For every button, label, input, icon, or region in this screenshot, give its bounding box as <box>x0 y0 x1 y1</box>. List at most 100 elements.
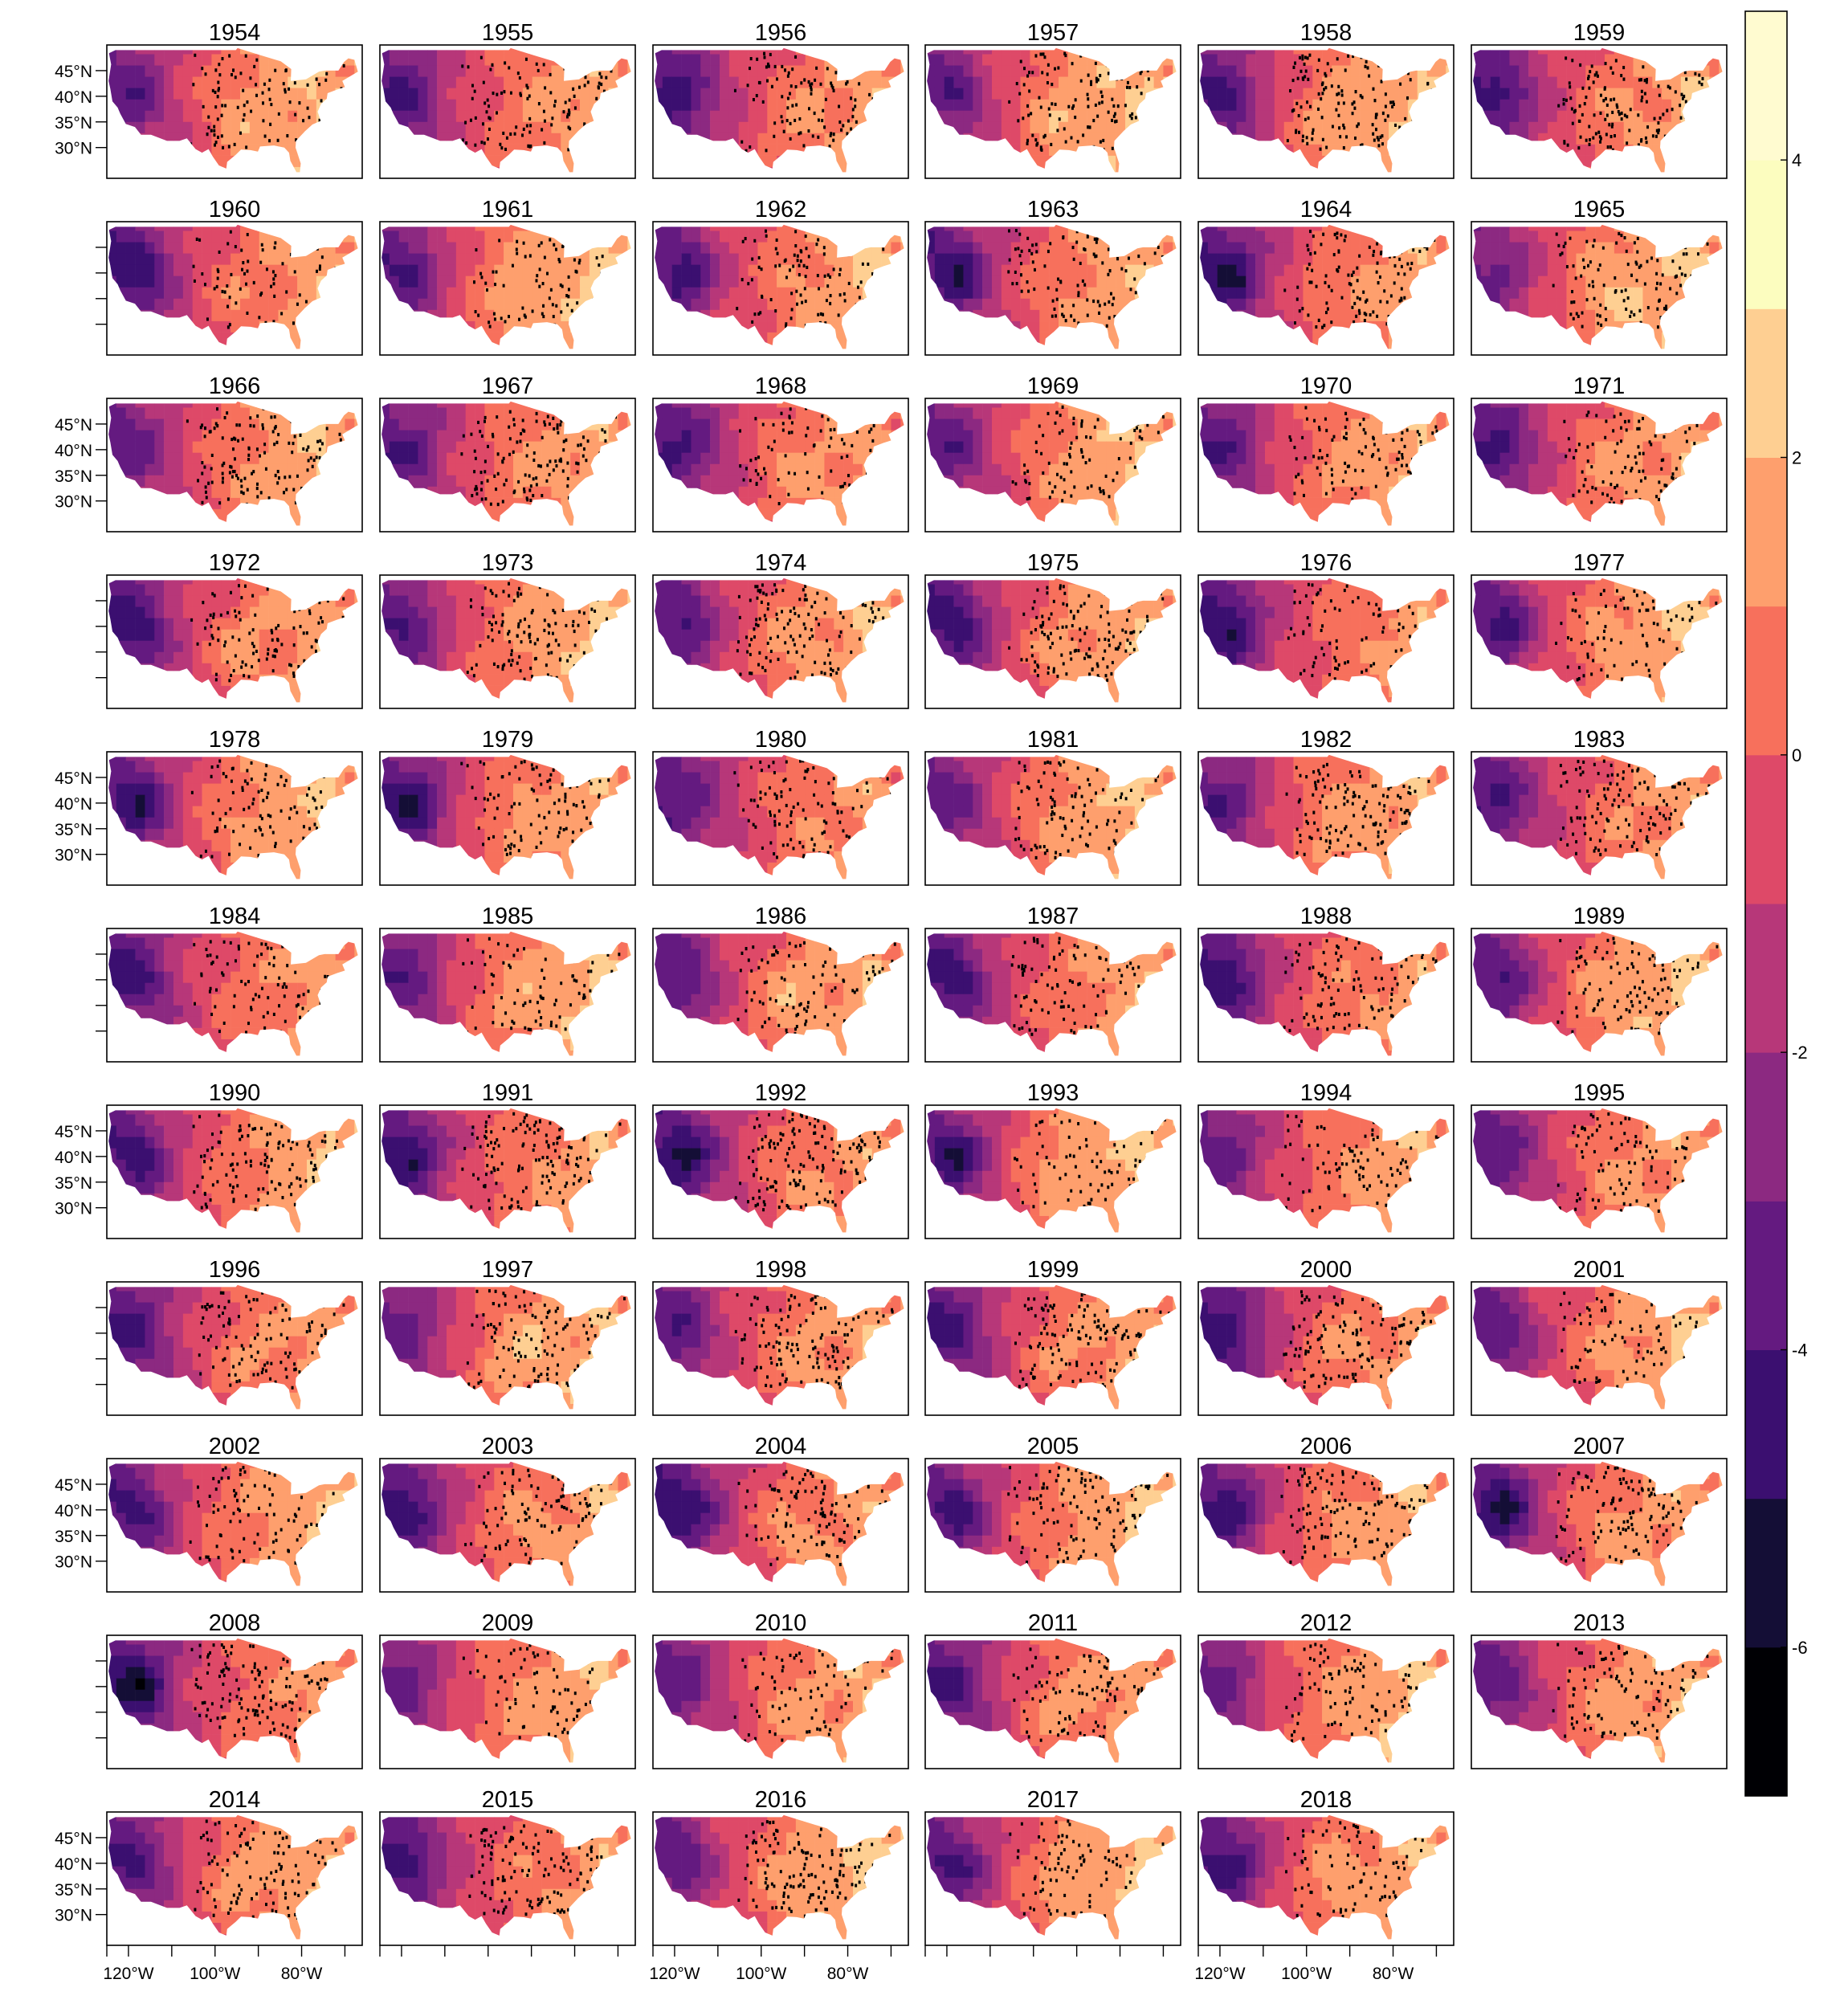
temperature-field <box>1473 224 1723 349</box>
x-tick-label: 100°W <box>190 1965 240 1983</box>
panel-title: 2000 <box>1300 1257 1352 1283</box>
colorbar-band <box>1745 904 1787 1053</box>
map-panel-1954: 1954 45°N 40°N 35°N 30°N <box>55 20 363 179</box>
temperature-field <box>655 1814 904 1940</box>
map-panel-2003: 2003 <box>379 1434 636 1593</box>
panel-title: 1975 <box>1027 550 1079 576</box>
station-points <box>192 230 353 329</box>
panel-frame <box>1471 1634 1728 1769</box>
map-panel-1959: 1959 <box>1471 20 1728 179</box>
panel-frame <box>106 1281 363 1416</box>
map-panel-1994: 1994 <box>1197 1080 1454 1239</box>
y-tick-label: 30°N <box>55 140 92 158</box>
temperature-field <box>108 1638 358 1763</box>
map-panel-1974: 1974 <box>652 550 909 709</box>
panel-title: 1962 <box>755 197 807 222</box>
panel-title: 2002 <box>209 1434 261 1459</box>
panel-frame <box>924 44 1181 179</box>
map-panel-1962: 1962 <box>652 197 909 356</box>
panel-title: 1973 <box>482 550 534 576</box>
map-panel-1967: 1967 <box>379 373 636 533</box>
panel-title: 1971 <box>1573 373 1626 399</box>
map-panel-1966: 1966 45°N 40°N 35°N 30°N <box>55 373 363 533</box>
panel-frame <box>106 1104 363 1239</box>
temperature-field <box>927 224 1177 349</box>
x-tick-label: 120°W <box>1194 1965 1245 1983</box>
panel-title: 2015 <box>482 1787 534 1813</box>
map-area <box>1473 401 1723 526</box>
map-area <box>108 1108 358 1233</box>
map-panel-2001: 2001 <box>1471 1257 1728 1416</box>
panel-frame <box>652 1811 909 1946</box>
panel-title: 2008 <box>209 1610 261 1636</box>
temperature-field <box>381 1108 631 1233</box>
temperature-field <box>927 401 1177 526</box>
map-panel-1983: 1983 <box>1471 727 1728 886</box>
map-panel-1961: 1961 <box>379 197 636 356</box>
temperature-field <box>108 1814 358 1940</box>
map-area <box>1200 1108 1450 1233</box>
panel-title: 2009 <box>482 1610 534 1636</box>
map-area <box>1200 577 1450 703</box>
map-area <box>655 577 904 703</box>
map-panel-1980: 1980 <box>652 727 909 886</box>
temperature-field <box>1473 47 1723 173</box>
temperature-field <box>381 47 631 173</box>
map-panel-2005: 2005 <box>924 1434 1181 1593</box>
panel-title: 1984 <box>209 904 261 929</box>
map-panel-1985: 1985 <box>379 904 636 1063</box>
temperature-field <box>1200 1108 1450 1233</box>
map-area <box>927 401 1177 526</box>
station-points <box>1555 582 1718 683</box>
map-panel-1963: 1963 <box>924 197 1181 356</box>
temperature-field <box>1200 1638 1450 1763</box>
map-area <box>927 1814 1177 1940</box>
panel-title: 1968 <box>755 373 807 399</box>
y-tick-label: 35°N <box>55 1528 92 1546</box>
map-area <box>927 754 1177 879</box>
temperature-field <box>381 1461 631 1586</box>
map-area <box>381 401 631 526</box>
panel-title: 2001 <box>1573 1257 1626 1283</box>
map-area <box>108 47 358 173</box>
panel-frame <box>1197 574 1454 709</box>
y-tick-label: 40°N <box>55 1502 92 1520</box>
y-tick-label: 45°N <box>55 769 92 788</box>
map-panel-1992: 1992 <box>652 1080 909 1239</box>
temperature-field <box>655 401 904 526</box>
panel-title: 1989 <box>1573 904 1626 929</box>
map-area <box>381 1461 631 1586</box>
panel-frame <box>379 1811 636 1946</box>
temperature-field <box>1200 754 1450 879</box>
map-panel-1998: 1998 <box>652 1257 909 1416</box>
map-area <box>927 47 1177 173</box>
map-panel-1989: 1989 <box>1471 904 1728 1063</box>
panel-title: 2006 <box>1300 1434 1352 1459</box>
panel-title: 1976 <box>1300 550 1352 576</box>
temperature-field <box>108 1461 358 1586</box>
panel-frame <box>106 221 363 356</box>
map-panel-1990: 1990 45°N 40°N 35°N 30°N <box>55 1080 363 1239</box>
panel-frame <box>924 1634 1181 1769</box>
map-area <box>108 1638 358 1763</box>
temperature-field <box>381 1814 631 1940</box>
map-area <box>927 1461 1177 1586</box>
colorbar-band <box>1745 11 1787 161</box>
colorbar-band <box>1745 606 1787 756</box>
panel-title: 1986 <box>755 904 807 929</box>
map-panel-1957: 1957 <box>924 20 1181 179</box>
panel-frame <box>379 1458 636 1593</box>
map-area <box>381 1108 631 1233</box>
panel-frame <box>652 574 909 709</box>
station-points <box>733 406 898 506</box>
temperature-field <box>927 577 1177 703</box>
colorbar-band <box>1745 160 1787 309</box>
panel-frame <box>1471 398 1728 533</box>
temperature-field <box>1473 1461 1723 1586</box>
y-tick-label: 40°N <box>55 442 92 460</box>
temperature-field <box>1473 1108 1723 1233</box>
panel-title: 1978 <box>209 727 261 753</box>
map-panel-1969: 1969 <box>924 373 1181 533</box>
x-tick-label: 100°W <box>736 1965 786 1983</box>
map-panel-1986: 1986 <box>652 904 909 1063</box>
